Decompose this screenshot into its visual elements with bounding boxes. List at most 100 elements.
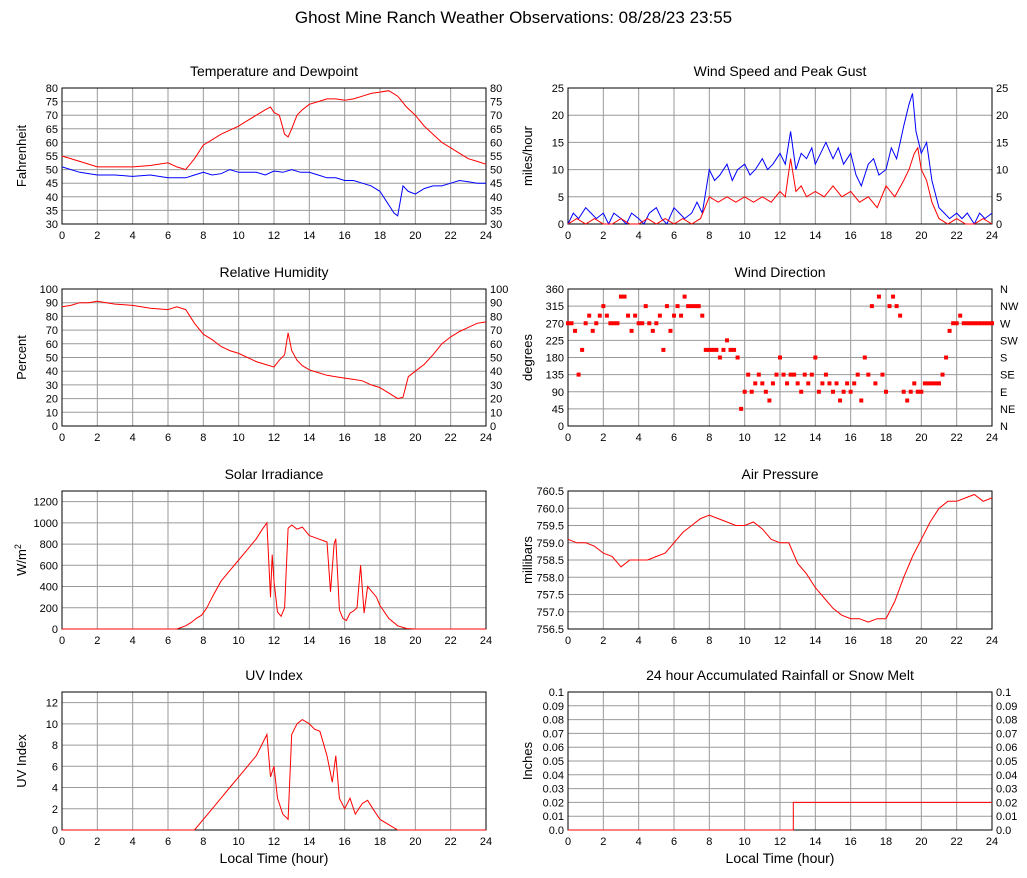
y-tick-label-right: 0.0 [996,825,1011,837]
x-tick-label: 24 [480,635,492,647]
y-tick-label-right: 80 [490,311,502,323]
y-tick-label: 40 [46,192,58,204]
data-point [767,398,772,403]
x-tick-label: 20 [915,635,927,647]
y-tick-label: 70 [46,110,58,122]
data-point [940,372,945,377]
x-tick-label: 16 [339,635,351,647]
chart-title: 24 hour Accumulated Rainfall or Snow Mel… [646,667,914,683]
data-point [749,389,754,394]
y-tick-label: 758.5 [536,555,564,567]
data-point [566,321,570,326]
data-point [933,381,938,386]
data-point [884,389,888,394]
x-tick-label: 16 [845,432,857,444]
x-tick-label: 24 [480,432,492,444]
y-tick-label: 10 [46,407,58,419]
plot-frame [567,288,993,427]
data-point [626,313,631,318]
y-tick-label-right: 0.02 [996,797,1017,809]
y-tick-label: 0 [52,825,58,837]
y-tick-label: 0.0 [549,825,564,837]
y-tick-label: 800 [40,539,58,551]
x-tick-label: 4 [130,635,136,647]
data-point [746,372,751,377]
data-point [937,381,941,386]
data-point [763,389,768,394]
data-point [908,389,913,394]
y-tick-label-right: 0.09 [996,701,1017,713]
x-tick-label: 12 [774,230,786,242]
data-point [869,304,874,309]
x-tick-label: 2 [94,230,100,242]
y-tick-label: 270 [546,318,564,330]
x-tick-label: 8 [706,230,712,242]
y-tick-label-right: 20 [996,110,1008,122]
x-tick-label: 4 [636,432,642,444]
y-axis-label-superscript: 2 [13,544,23,549]
y-tick-label-right: 50 [490,165,502,177]
y-axis-label: Fahrenheit [14,125,29,188]
y-tick-label: 0.03 [543,784,564,796]
y-tick-label-right: 60 [490,339,502,351]
compass-label: SE [1000,370,1015,382]
data-point [919,389,924,394]
data-point [633,313,638,318]
data-point [725,338,729,343]
data-point [866,372,871,377]
data-point [693,304,698,309]
y-tick-label: 0.08 [543,715,564,727]
x-tick-label: 22 [445,836,457,848]
y-tick-label: 180 [546,353,564,365]
y-axis-label: W/m2 [13,544,29,576]
x-tick-label: 18 [880,635,892,647]
data-point [611,321,616,326]
x-tick-label: 2 [94,432,100,444]
data-point [714,347,719,352]
y-tick-label: 0.07 [543,728,564,740]
data-point [594,321,599,326]
compass-label: NW [1000,301,1019,313]
x-tick-label: 2 [600,836,606,848]
data-point [785,381,790,386]
y-tick-label: 360 [546,284,564,296]
series-line-red [567,146,993,225]
data-point [756,372,761,377]
x-tick-label: 10 [233,432,245,444]
x-tick-label: 2 [600,635,606,647]
compass-label: E [1000,387,1007,399]
x-tick-label: 20 [915,230,927,242]
data-point [661,347,666,352]
y-tick-label-right: 55 [490,151,502,163]
x-tick-label: 4 [636,230,642,242]
data-point [873,381,878,386]
data-point [845,381,850,386]
data-point [735,355,740,360]
data-point [636,321,641,326]
y-tick-label: 757.5 [536,590,564,602]
data-point [650,328,655,333]
x-tick-label: 20 [409,836,421,848]
x-tick-label: 8 [706,432,712,444]
series-line-red [61,300,487,400]
y-tick-label-right: 40 [490,366,502,378]
data-point [954,321,959,326]
data-point [788,372,793,377]
x-tick-label: 8 [200,432,206,444]
y-tick-label: 80 [46,83,58,95]
y-tick-label: 60 [46,137,58,149]
x-tick-label: 16 [339,836,351,848]
data-point [975,321,980,326]
x-tick-label: 12 [774,635,786,647]
data-point [792,372,797,377]
y-tick-label: 2 [52,804,58,816]
x-tick-label: 22 [951,635,963,647]
x-tick-label: 12 [268,432,280,444]
x-tick-label: 14 [809,635,821,647]
data-point [859,398,864,403]
x-tick-label: 18 [374,836,386,848]
data-point [816,389,821,394]
y-tick-label-right: 0.07 [996,728,1017,740]
